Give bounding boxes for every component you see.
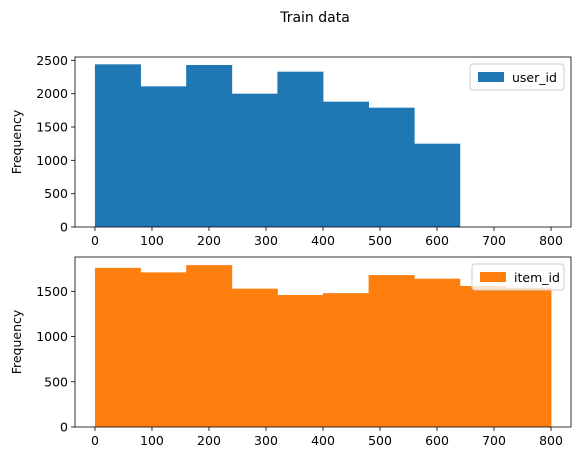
- y-tick-label: 1000: [36, 153, 68, 168]
- legend-swatch: [478, 72, 504, 82]
- y-tick-label: 1000: [36, 329, 68, 344]
- histogram-bar: [277, 294, 324, 427]
- y-tick-label: 500: [44, 186, 68, 201]
- x-tick-label: 800: [539, 233, 563, 248]
- histogram-bar: [94, 267, 141, 427]
- x-tick-label: 700: [482, 233, 506, 248]
- histogram-bar: [231, 288, 278, 427]
- x-tick-label: 600: [425, 233, 449, 248]
- x-tick-label: 400: [311, 433, 335, 448]
- x-tick-label: 400: [311, 233, 335, 248]
- histogram-bar: [368, 275, 415, 427]
- x-tick-label: 100: [140, 433, 164, 448]
- user-id-histogram: 0 100 200 300 400 500 600 700 800 0 500 1000 1500 200…: [9, 53, 572, 248]
- y-tick-label: 2000: [36, 86, 68, 101]
- histogram-bar: [186, 265, 233, 427]
- y-tick-label: 0: [60, 220, 68, 235]
- legend-swatch: [480, 272, 506, 282]
- item-id-histogram: 0 100 200 300 400 500 600 700 800 0 500 1000 1500 Fre…: [9, 256, 572, 448]
- histogram-bar: [368, 107, 415, 227]
- figure-title: Train data: [279, 10, 350, 26]
- x-tick-label: 500: [368, 433, 392, 448]
- histogram-bar: [231, 93, 278, 227]
- x-tick-label: 0: [91, 233, 99, 248]
- y-axis-label: Frequency: [9, 109, 24, 174]
- histogram-bar: [505, 287, 552, 427]
- histogram-bar: [277, 71, 324, 227]
- x-tick-label: 800: [539, 433, 563, 448]
- x-tick-label: 0: [91, 433, 99, 448]
- legend-label: item_id: [514, 270, 560, 285]
- x-tick-label: 200: [197, 433, 221, 448]
- y-tick-label: 1500: [36, 284, 68, 299]
- x-tick-label: 200: [197, 233, 221, 248]
- histogram-bar: [323, 101, 370, 227]
- x-tick-label: 300: [254, 233, 278, 248]
- y-tick-label: 1500: [36, 120, 68, 135]
- histogram-bar: [414, 278, 461, 427]
- histogram-bar: [186, 65, 233, 227]
- x-tick-label: 100: [140, 233, 164, 248]
- x-tick-label: 500: [368, 233, 392, 248]
- histogram-bar: [459, 285, 506, 427]
- x-tick-label: 300: [254, 433, 278, 448]
- histogram-bar: [414, 143, 461, 227]
- legend-label: user_id: [512, 70, 557, 85]
- y-axis-label: Frequency: [9, 309, 24, 374]
- legend: user_id: [469, 63, 565, 91]
- y-tick-label: 500: [44, 374, 68, 389]
- x-tick-label: 600: [425, 433, 449, 448]
- y-tick-label: 0: [60, 420, 68, 435]
- histogram-bar: [94, 64, 141, 227]
- x-tick-label: 700: [482, 433, 506, 448]
- histogram-bar: [323, 293, 370, 427]
- histogram-bar: [140, 272, 187, 427]
- y-tick-label: 2500: [36, 53, 68, 68]
- legend: item_id: [471, 263, 565, 291]
- histogram-bar: [140, 86, 187, 227]
